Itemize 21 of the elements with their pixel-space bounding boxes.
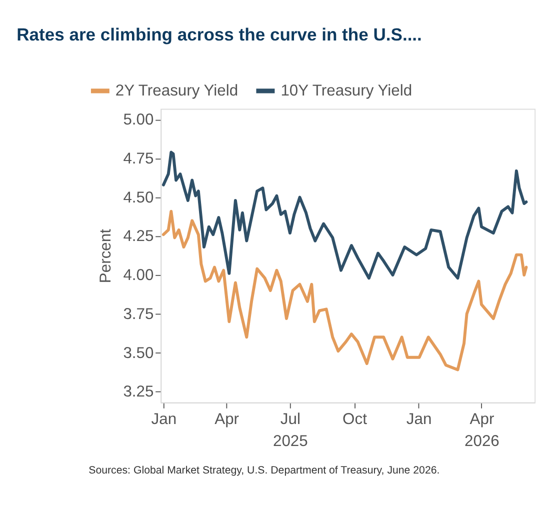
y-tick-label: 4.50 — [123, 189, 154, 206]
y-tick-label: 4.75 — [123, 150, 154, 168]
y-tick-label: 3.50 — [123, 344, 154, 362]
x-tick-label: Jul 2025 — [272, 411, 308, 450]
line-series — [162, 210, 528, 372]
y-tick-label: 3.75 — [123, 306, 154, 323]
y-axis-title: Percent — [97, 228, 114, 284]
chart-title: Rates are climbing across the curve in the U.S.... — [16, 24, 422, 44]
source-note: Sources: Global Market Strategy, U.S. Department of Treasury, June 2026. — [88, 464, 440, 476]
x-tick-label: Oct — [342, 411, 368, 428]
x-tick-label: Jan — [151, 411, 177, 428]
legend-label: 2Y Treasury Yield — [115, 82, 238, 100]
x-tick-label: Apr — [214, 411, 240, 428]
legend-label: 10Y Treasury Yield — [280, 82, 412, 100]
x-tick-label: Apr 2026 — [464, 411, 500, 450]
x-tick-label: Jan — [406, 411, 432, 428]
y-tick-label: 3.25 — [123, 384, 154, 401]
y-tick-label: 4.25 — [123, 228, 154, 246]
line-series — [162, 150, 528, 280]
y-tick-label: 5.00 — [123, 112, 154, 129]
y-tick-label: 4.00 — [123, 267, 154, 284]
